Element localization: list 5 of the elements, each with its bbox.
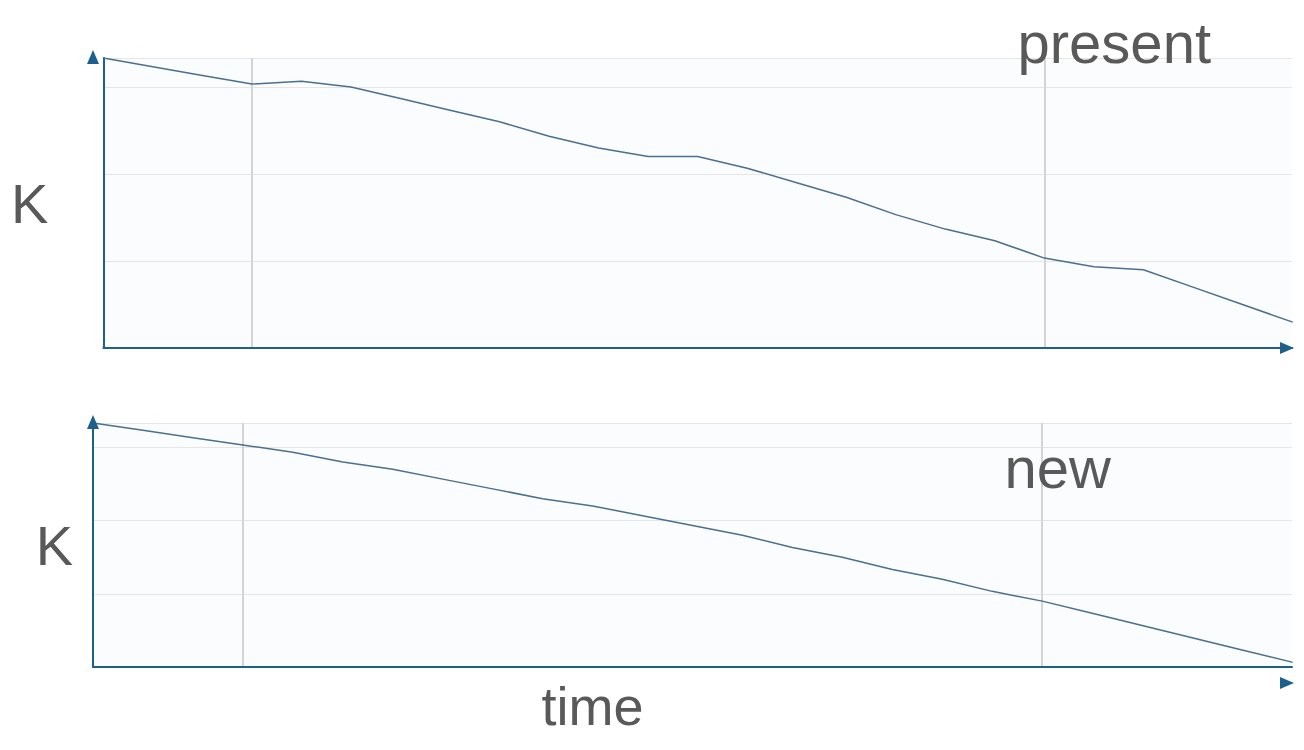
x-axis-title: time xyxy=(541,676,644,736)
y-axis-title: K xyxy=(35,513,73,577)
chart-title: present xyxy=(1017,9,1212,75)
chart-title: new xyxy=(1004,434,1113,500)
y-axis-title: K xyxy=(10,171,49,235)
